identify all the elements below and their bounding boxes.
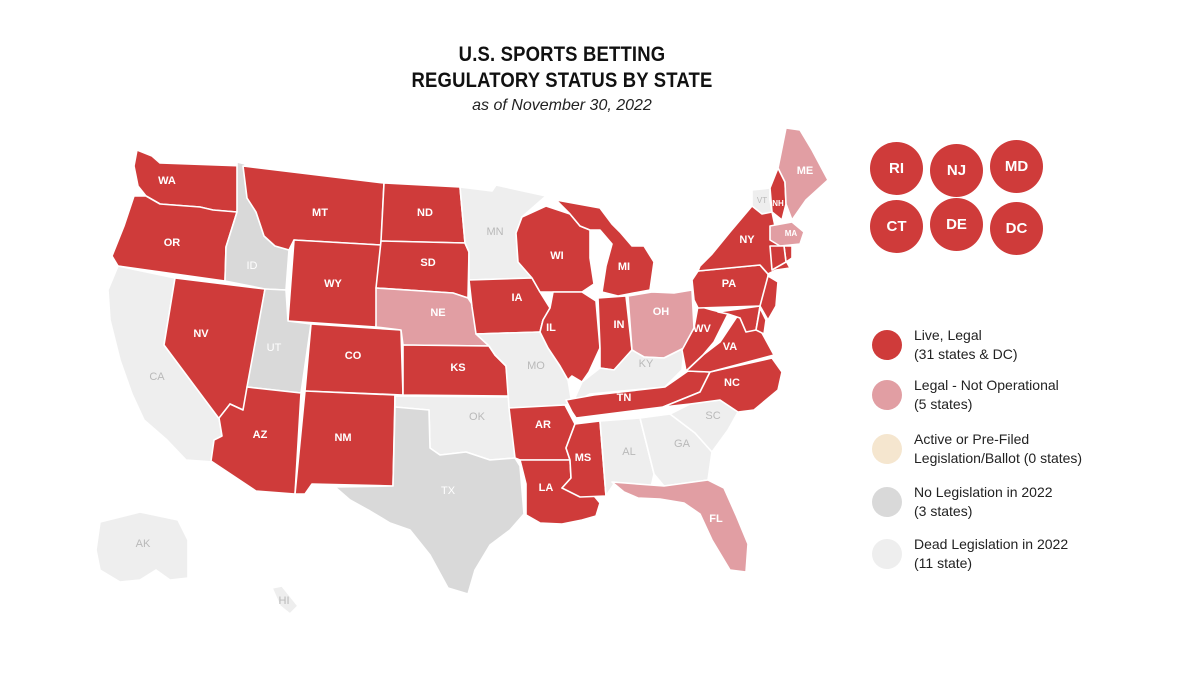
map-title-line-1: U.S. SPORTS BETTING [458,43,666,66]
state-hi [271,585,299,615]
legend-swatch-live [872,330,902,360]
legend-swatch-dead [872,539,902,569]
bubble-ri: RI [870,142,923,195]
legend-label-line-2: (3 states) [914,503,973,519]
state-co [304,323,404,396]
legend-swatch-active [872,434,902,464]
legend-item-pending: Legal - Not Operational (5 states) [872,376,1112,420]
state-ar [508,404,576,461]
state-me [777,127,829,221]
legend-swatch-none [872,487,902,517]
state-pa [691,264,769,309]
bubble-de: DE [930,198,983,251]
legend-label-line-1: Dead Legislation in 2022 [914,536,1069,552]
legend-item-none: No Legislation in 2022 (3 states) [872,483,1112,527]
legend-label: No Legislation in 2022 (3 states) [914,483,1114,521]
state-il [539,291,601,383]
bubble-md: MD [990,140,1043,193]
legend-label: Legal - Not Operational (5 states) [914,376,1114,414]
legend-swatch-pending [872,380,902,410]
legend-label-line-2: (5 states) [914,396,973,412]
state-az [210,386,302,495]
legend-label-line-2: Legislation/Ballot (0 states) [914,450,1083,466]
legend-item-active: Active or Pre-Filed Legislation/Ballot (0… [872,430,1112,474]
state-ak [95,511,189,583]
states-layer [95,127,829,615]
map-title-line-2: REGULATORY STATUS BY STATE [411,69,713,92]
bubble-dc: DC [990,202,1043,255]
state-ma [769,221,805,247]
legend-label-line-1: No Legislation in 2022 [914,484,1053,500]
legend-label-line-2: (11 state) [914,555,973,571]
legend-label-line-1: Legal - Not Operational [914,377,1059,393]
legend-label: Live, Legal (31 states & DC) [914,326,1114,364]
legend-item-dead: Dead Legislation in 2022 (11 state) [872,535,1112,579]
legend-label: Active or Pre-Filed Legislation/Ballot (0… [914,430,1114,468]
legend-label-line-2: (31 states & DC) [914,346,1018,362]
legend-label-line-1: Live, Legal [914,327,982,343]
small-states-bubbles: RI NJ MD CT DE DC [862,138,1062,258]
state-nc [662,357,783,413]
state-nj [759,275,779,321]
state-de [755,307,767,335]
bubble-nj: NJ [930,144,983,197]
state-wy [287,239,382,328]
state-tx [334,406,525,595]
map-title-block: U.S. SPORTS BETTING REGULATORY STATUS BY… [0,42,1124,117]
legend-item-live: Live, Legal (31 states & DC) [872,326,1112,370]
legend-label: Dead Legislation in 2022 (11 state) [914,535,1114,573]
state-nd [380,182,466,244]
state-nm [294,390,396,495]
state-ct [769,245,787,271]
state-md [717,305,761,333]
state-fl [611,479,749,573]
map-subtitle: as of November 30, 2022 [472,97,652,114]
bubble-ct: CT [870,200,923,253]
legend-label-line-1: Active or Pre-Filed [914,431,1030,447]
